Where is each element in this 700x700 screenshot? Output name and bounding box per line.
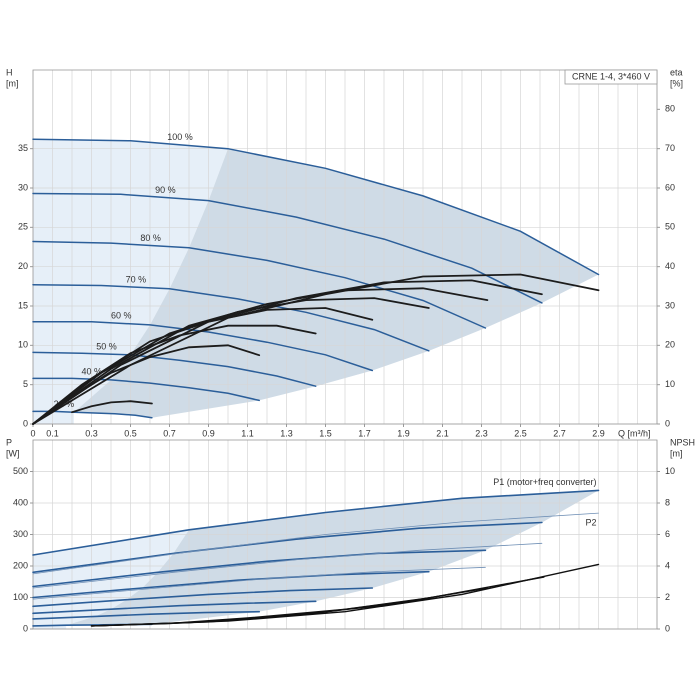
y2-tick-label: 50 (665, 222, 675, 232)
y-tick-label: 0 (23, 418, 28, 428)
curve-p1 (32, 587, 374, 608)
curve-p1 (32, 521, 543, 574)
title-box (564, 69, 658, 85)
y2-axis-label: NPSH (670, 437, 695, 447)
y-tick-label: 0 (23, 623, 28, 633)
curve-head (32, 240, 487, 329)
curve-npsh (90, 596, 434, 627)
y2-tick-label: 10 (665, 379, 675, 389)
curve-p2 (32, 566, 486, 600)
x-tick-label: 0.3 (85, 428, 98, 438)
operating-range (73, 148, 599, 418)
curve-p2 (32, 512, 599, 575)
curve-head (32, 192, 543, 304)
x-tick-label: 2.1 (436, 428, 449, 438)
y2-tick-label: 80 (665, 104, 675, 114)
x-tick-label: 2.7 (553, 428, 566, 438)
y-axis-label: H (6, 67, 13, 77)
x-tick-label: 0 (30, 428, 35, 438)
x-axis-label: Q [m³/h] (618, 428, 651, 438)
y-axis-label: [W] (6, 448, 20, 458)
curve-head (32, 284, 430, 352)
x-tick-label: 1.3 (280, 428, 293, 438)
y2-tick-label: 40 (665, 261, 675, 271)
x-tick-label: 1.9 (397, 428, 410, 438)
curve-head (32, 320, 374, 372)
y-tick-label: 15 (18, 300, 28, 310)
curve-label: 50 % (96, 341, 117, 351)
y-tick-label: 5 (23, 379, 28, 389)
y-tick-label: 500 (13, 466, 28, 476)
y-tick-label: 400 (13, 497, 28, 507)
curve-head (32, 377, 260, 402)
curve-label: 100 % (167, 132, 193, 142)
y2-axis-label: [m] (670, 448, 683, 458)
curve-p1 (32, 600, 317, 615)
chart-title: CRNE 1-4, 3*460 V (572, 71, 650, 81)
y-tick-label: 10 (18, 340, 28, 350)
curve-p1 (32, 570, 430, 599)
y2-tick-label: 10 (665, 466, 675, 476)
y2-tick-label: 30 (665, 300, 675, 310)
curve-p2 (32, 542, 543, 589)
curve-label: P2 (585, 517, 596, 527)
x-tick-label: 2.9 (592, 428, 605, 438)
y2-tick-label: 0 (665, 623, 670, 633)
curve-efficiency (32, 324, 317, 425)
curve-label: 70 % (126, 275, 147, 285)
curve-label: 90 % (155, 185, 176, 195)
x-tick-label: 0.9 (202, 428, 215, 438)
y2-axis-label: eta (670, 67, 683, 77)
y-tick-label: 30 (18, 182, 28, 192)
y-tick-label: 25 (18, 222, 28, 232)
y2-axis-label: [%] (670, 78, 683, 88)
y2-tick-label: 4 (665, 560, 670, 570)
curve-efficiency (71, 400, 153, 414)
curve-p1 (32, 610, 260, 620)
y2-tick-label: 60 (665, 182, 675, 192)
y-axis-label: P (6, 437, 12, 447)
curve-label: P1 (motor+freq converter) (493, 477, 596, 487)
y-tick-label: 200 (13, 560, 28, 570)
y2-tick-label: 70 (665, 143, 675, 153)
y-tick-label: 100 (13, 592, 28, 602)
curve-head (32, 138, 600, 276)
y2-tick-label: 20 (665, 340, 675, 350)
x-tick-label: 2.3 (475, 428, 488, 438)
y2-tick-label: 8 (665, 497, 670, 507)
curve-label: 40 % (82, 367, 103, 377)
curve-label: 60 % (111, 311, 132, 321)
curve-p1 (32, 489, 600, 556)
y-tick-label: 300 (13, 529, 28, 539)
y2-tick-label: 0 (665, 418, 670, 428)
y2-tick-label: 6 (665, 529, 670, 539)
x-tick-label: 0.1 (46, 428, 59, 438)
x-tick-label: 0.5 (124, 428, 137, 438)
y-tick-label: 35 (18, 143, 28, 153)
plot-frame (32, 69, 658, 425)
x-tick-label: 0.7 (163, 428, 176, 438)
x-tick-label: 1.1 (241, 428, 254, 438)
curve-head (32, 351, 317, 387)
x-tick-label: 2.5 (514, 428, 527, 438)
y-axis-label: [m] (6, 78, 19, 88)
curve-p1 (32, 549, 487, 588)
x-tick-label: 1.7 (358, 428, 371, 438)
curve-efficiency (32, 344, 261, 425)
y-tick-label: 20 (18, 261, 28, 271)
y2-tick-label: 2 (665, 592, 670, 602)
x-tick-label: 1.5 (319, 428, 332, 438)
curve-label: 80 % (140, 233, 161, 243)
operating-range (66, 490, 599, 626)
curve-efficiency (32, 287, 489, 425)
